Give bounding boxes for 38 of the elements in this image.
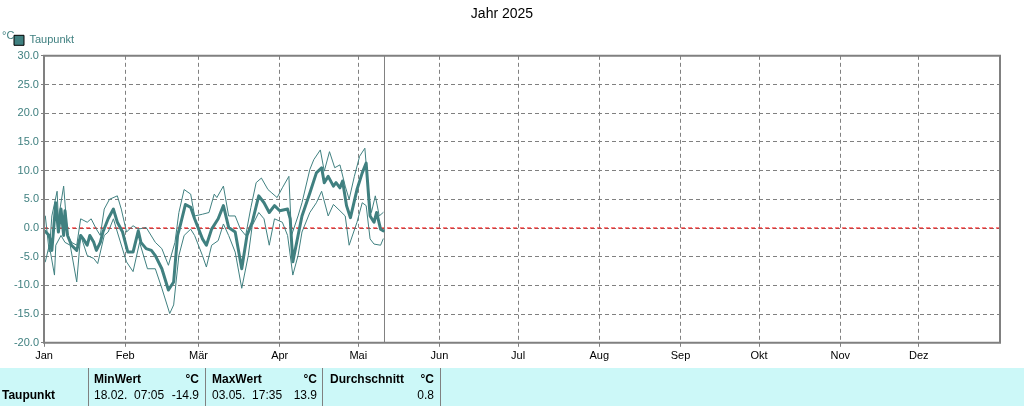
y-tick-label: 5.0	[23, 192, 39, 205]
y-tick-label: -15.0	[13, 307, 39, 320]
text: -14.9	[171, 388, 199, 402]
y-tick-label: 0.0	[23, 221, 39, 234]
text: Durchschnitt	[330, 372, 405, 386]
x-tick-label: Mär	[189, 349, 209, 362]
text: °C	[420, 372, 434, 386]
text: 13.9	[293, 388, 317, 402]
x-tick-label: Apr	[271, 349, 289, 362]
text: 03.05. 17:35	[212, 388, 283, 402]
x-tick-label: Aug	[589, 349, 610, 362]
y-tick-label: 10.0	[17, 163, 39, 176]
text: MinWert	[94, 372, 142, 386]
y-tick-label: 20.0	[17, 106, 39, 119]
y-tick-label: 30.0	[17, 48, 39, 61]
x-tick-label: Jan	[35, 349, 53, 362]
text: °C	[303, 372, 317, 386]
x-tick-label: Nov	[830, 349, 851, 362]
chart-title: Jahr 2025	[470, 5, 534, 22]
y-tick-label: 25.0	[17, 77, 39, 90]
y-tick-label: -20.0	[13, 335, 39, 348]
y-tick-label: -5.0	[20, 249, 39, 262]
x-tick-label: Sep	[670, 349, 691, 362]
x-tick-label: Okt	[750, 349, 768, 362]
x-tick-label: Jul	[511, 349, 526, 362]
x-tick-label: Mai	[349, 349, 368, 362]
text: 18.02. 07:05	[94, 388, 165, 402]
y-axis-title: °C	[2, 29, 15, 42]
x-tick-label: Dez	[909, 349, 929, 362]
x-tick-label: Feb	[115, 349, 135, 362]
y-tick-label: -10.0	[13, 278, 39, 291]
text: Taupunkt	[2, 388, 56, 402]
x-tick-label: Jun	[430, 349, 449, 362]
text: MaxWert	[212, 372, 262, 386]
text: 0.8	[417, 388, 434, 402]
y-tick-label: 15.0	[17, 134, 39, 147]
legend-label: Taupunkt	[29, 33, 75, 46]
text: °C	[185, 372, 199, 386]
